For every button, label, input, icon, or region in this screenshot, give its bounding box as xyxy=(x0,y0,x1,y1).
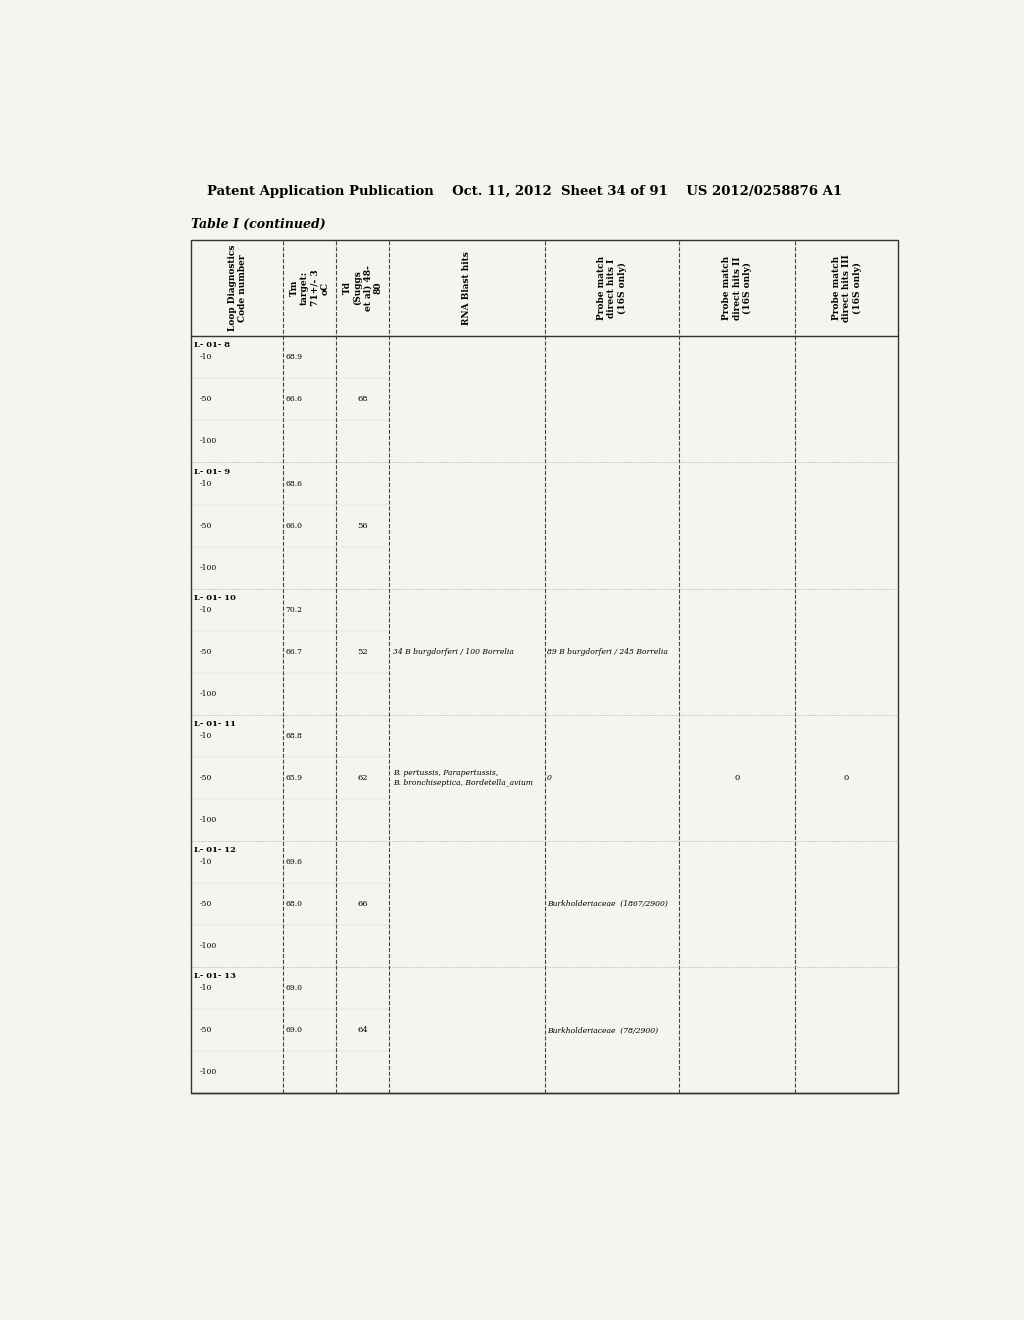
Text: -50: -50 xyxy=(200,648,212,656)
Text: 66.7: 66.7 xyxy=(286,648,303,656)
Text: -100: -100 xyxy=(200,942,217,950)
Text: Burkholderiaceae  (1867/2900): Burkholderiaceae (1867/2900) xyxy=(547,900,668,908)
Text: 52: 52 xyxy=(357,648,368,656)
Text: -10: -10 xyxy=(200,985,212,993)
Text: 66: 66 xyxy=(357,900,368,908)
Text: 68: 68 xyxy=(357,396,368,404)
Text: 62: 62 xyxy=(357,774,368,781)
Text: 64: 64 xyxy=(357,1027,369,1035)
Text: -50: -50 xyxy=(200,900,212,908)
Text: Tm
target:
71+/- 3
oC: Tm target: 71+/- 3 oC xyxy=(290,269,330,306)
Text: -100: -100 xyxy=(200,690,217,698)
Text: Probe match
direct hits III
(16S only): Probe match direct hits III (16S only) xyxy=(831,255,861,322)
Text: -100: -100 xyxy=(200,564,217,572)
Text: -100: -100 xyxy=(200,437,217,445)
Text: 56: 56 xyxy=(357,521,368,529)
Text: -10: -10 xyxy=(200,858,212,866)
Text: RNA Blast hits: RNA Blast hits xyxy=(463,251,471,325)
Text: Td
(Suggs
et al) 48-
80: Td (Suggs et al) 48- 80 xyxy=(343,265,383,312)
Text: 65.9: 65.9 xyxy=(286,774,303,781)
Text: -50: -50 xyxy=(200,396,212,404)
Text: 68.6: 68.6 xyxy=(286,479,303,487)
Text: -10: -10 xyxy=(200,479,212,487)
Text: L- 01- 13: L- 01- 13 xyxy=(194,973,236,981)
Text: Burkholderiaceae  (78/2900): Burkholderiaceae (78/2900) xyxy=(547,1027,658,1035)
Text: Probe match
direct hits I
(16S only): Probe match direct hits I (16S only) xyxy=(597,256,627,319)
Bar xyxy=(191,240,898,1093)
Text: L- 01- 8: L- 01- 8 xyxy=(194,342,230,350)
Text: 70.2: 70.2 xyxy=(286,606,303,614)
Text: B. pertussis, Parapertussis,
B. bronchiseptica, Bordetella_avium: B. pertussis, Parapertussis, B. bronchis… xyxy=(393,770,534,787)
Text: -50: -50 xyxy=(200,774,212,781)
Text: 0: 0 xyxy=(547,774,552,781)
Text: 68.8: 68.8 xyxy=(286,731,303,741)
Text: L- 01- 9: L- 01- 9 xyxy=(194,467,230,475)
Text: Table I (continued): Table I (continued) xyxy=(191,218,326,231)
Text: L- 01- 12: L- 01- 12 xyxy=(194,846,236,854)
Text: -100: -100 xyxy=(200,1068,217,1076)
Text: 66.0: 66.0 xyxy=(286,521,303,529)
Text: L- 01- 10: L- 01- 10 xyxy=(194,594,236,602)
Text: -10: -10 xyxy=(200,606,212,614)
Text: Patent Application Publication    Oct. 11, 2012  Sheet 34 of 91    US 2012/02588: Patent Application Publication Oct. 11, … xyxy=(207,185,843,198)
Text: 0: 0 xyxy=(844,774,849,781)
Text: -10: -10 xyxy=(200,731,212,741)
Text: L- 01- 11: L- 01- 11 xyxy=(194,719,236,727)
Text: -50: -50 xyxy=(200,521,212,529)
Text: 68.0: 68.0 xyxy=(286,900,303,908)
Text: Loop Diagnostics
Code number: Loop Diagnostics Code number xyxy=(227,244,247,331)
Text: 69.6: 69.6 xyxy=(286,858,303,866)
Text: 69.0: 69.0 xyxy=(286,985,303,993)
Text: -100: -100 xyxy=(200,816,217,824)
Text: 34 B burgdorferi / 100 Borrelia: 34 B burgdorferi / 100 Borrelia xyxy=(393,648,514,656)
Text: 68.9: 68.9 xyxy=(286,354,303,362)
Text: 89 B burgdorferi / 245 Borrelia: 89 B burgdorferi / 245 Borrelia xyxy=(547,648,668,656)
Bar xyxy=(191,240,898,337)
Text: 0: 0 xyxy=(734,774,739,781)
Text: -10: -10 xyxy=(200,354,212,362)
Text: 69.0: 69.0 xyxy=(286,1027,303,1035)
Text: 66.6: 66.6 xyxy=(286,396,303,404)
Text: -50: -50 xyxy=(200,1027,212,1035)
Text: Probe match
direct hits II
(16S only): Probe match direct hits II (16S only) xyxy=(722,256,752,319)
